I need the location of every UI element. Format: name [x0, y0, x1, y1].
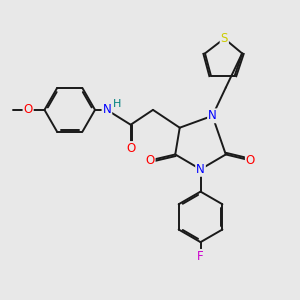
- Text: H: H: [113, 99, 122, 109]
- Text: N: N: [208, 109, 217, 122]
- Text: F: F: [197, 250, 204, 263]
- Text: N: N: [196, 163, 205, 176]
- Text: O: O: [126, 142, 135, 155]
- Text: O: O: [23, 103, 33, 116]
- Text: O: O: [246, 154, 255, 167]
- Text: S: S: [220, 32, 228, 45]
- Text: O: O: [146, 154, 154, 167]
- Text: N: N: [103, 103, 111, 116]
